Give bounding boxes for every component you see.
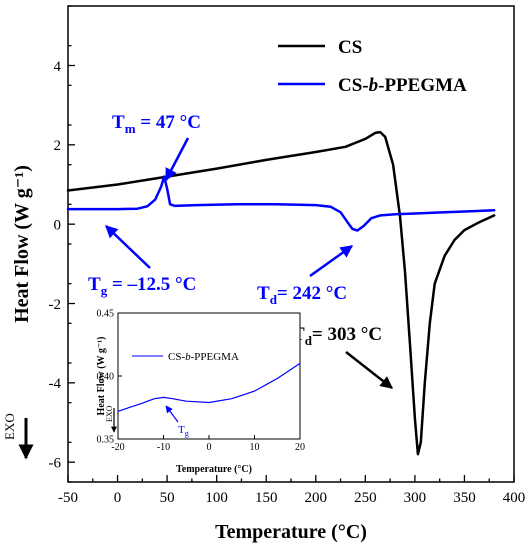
annotation-tm: Tm = 47 °C [112,112,201,136]
x-tick-label: 50 [160,490,175,506]
annotation-tm-arrow [164,137,190,182]
inset-annotation-tg: Tg [178,424,189,438]
inset-y-tick-label: 0.35 [97,435,115,446]
x-tick-label: -50 [58,490,78,506]
inset-x-axis-title: Temperature (°C) [176,464,252,475]
legend: CS CS-b-PPEGMA [278,37,467,96]
annotation-td-303: Td= 303 °C [292,324,382,348]
inset-x-tick-label: -20 [111,442,124,453]
x-axis: -50 0 50 100 150 200 250 300 350 400 [58,475,525,506]
x-tick-label: 100 [205,490,228,506]
series-cs-b-ppegma [66,175,496,232]
main-series-lines [66,130,496,456]
inset-series-cs-b-ppegma [117,362,301,412]
x-tick-label: 150 [255,490,278,506]
inset-background [118,313,300,439]
annotation-td-242: Td= 242 °C [257,283,347,307]
inset-x-axis: -20 -10 0 10 20 [111,435,305,453]
inset-annotation-tg-arrow [165,405,179,423]
annotation-tg-arrow [105,225,151,269]
inset-y-axis-title: Heat Flow (W g⁻¹) [96,337,107,416]
inset-y-tick-label: 0.45 [97,309,115,320]
y-axis-title: Heat Flow (W g⁻¹) [11,165,33,323]
inset-x-tick-label: 10 [250,442,260,453]
annotation-tg: Tg = –12.5 °C [88,274,196,298]
x-tick-label: 300 [404,490,427,506]
x-tick-label: 0 [114,490,122,506]
inset-x-tick-label: -10 [157,442,170,453]
x-axis-title: Temperature (°C) [215,521,367,543]
legend-label-cs-b-ppegma: CS-b-PPEGMA [338,75,467,96]
y-tick-label: 4 [54,59,62,75]
legend-label-cs: CS [338,37,362,58]
inset-x-tick-label: 20 [295,442,305,453]
inset-exo-label: EXO [105,405,114,422]
x-tick-label: 250 [354,490,377,506]
annotation-td-303-arrow [345,351,393,389]
inset-y-axis: 0.35 0.40 0.45 [97,309,122,446]
y-tick-label: -4 [49,376,62,392]
y-tick-label: -2 [49,297,62,313]
inset-x-tick-label: 0 [207,442,212,453]
series-cs [66,130,496,456]
x-tick-label: 400 [503,490,526,506]
y-axis: -6 -4 -2 0 2 4 [49,5,75,483]
y-tick-label: -6 [49,455,62,471]
inset-series-lines [117,362,301,412]
inset-y-tick-label: 0.40 [97,372,115,383]
y-tick-label: 0 [54,217,62,233]
x-tick-label: 200 [305,490,328,506]
y-tick-label: 2 [54,138,62,154]
annotation-td-242-arrow [309,244,354,278]
inset-legend-label: CS-b-PPEGMA [168,351,239,363]
x-tick-label: 350 [453,490,476,506]
exo-label: EXO [2,413,17,440]
